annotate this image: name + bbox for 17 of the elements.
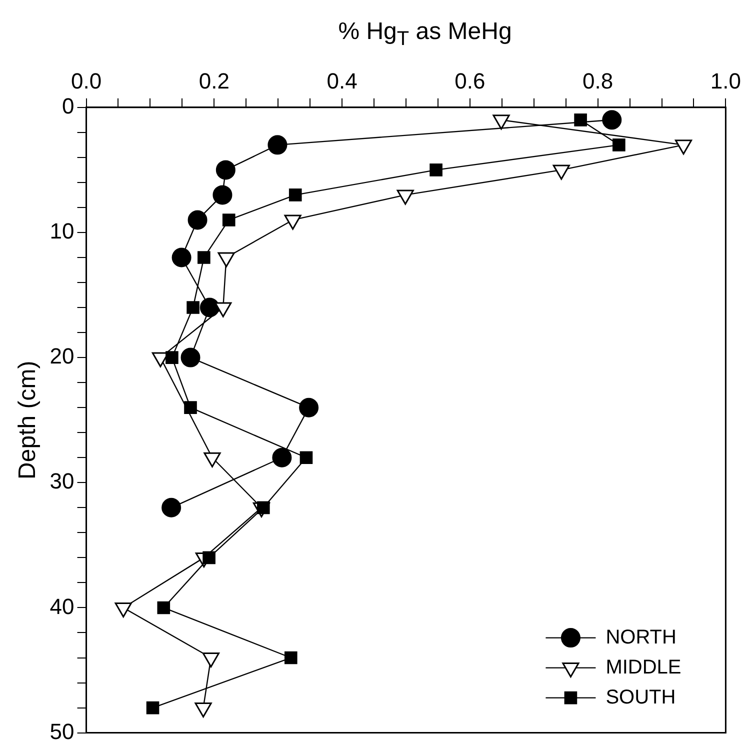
x-tick-label: 0.4 (326, 68, 358, 94)
y-tick-label: 30 (50, 468, 74, 494)
y-tick-label: 50 (50, 718, 74, 744)
y-tick-label: 10 (50, 218, 74, 244)
x-tick-label: 0.8 (582, 68, 614, 94)
x-axis-title: % Hg$_{T}$ as MeHg (337, 18, 513, 51)
legend-label: MIDDLE (606, 656, 682, 678)
y-tick-label: 40 (50, 594, 74, 619)
legend-label: SOUTH (606, 686, 676, 708)
x-tick-label: 0.2 (198, 68, 230, 94)
y-axis-title: Depth (cm) (14, 360, 42, 480)
x-tick-label: 1.0 (710, 68, 742, 94)
legend-label: NORTH (606, 626, 676, 648)
y-tick-label: 0 (62, 93, 74, 118)
x-tick-label: 0.0 (70, 68, 102, 94)
x-tick-label: 0.6 (454, 68, 486, 94)
y-tick-label: 20 (50, 344, 74, 369)
